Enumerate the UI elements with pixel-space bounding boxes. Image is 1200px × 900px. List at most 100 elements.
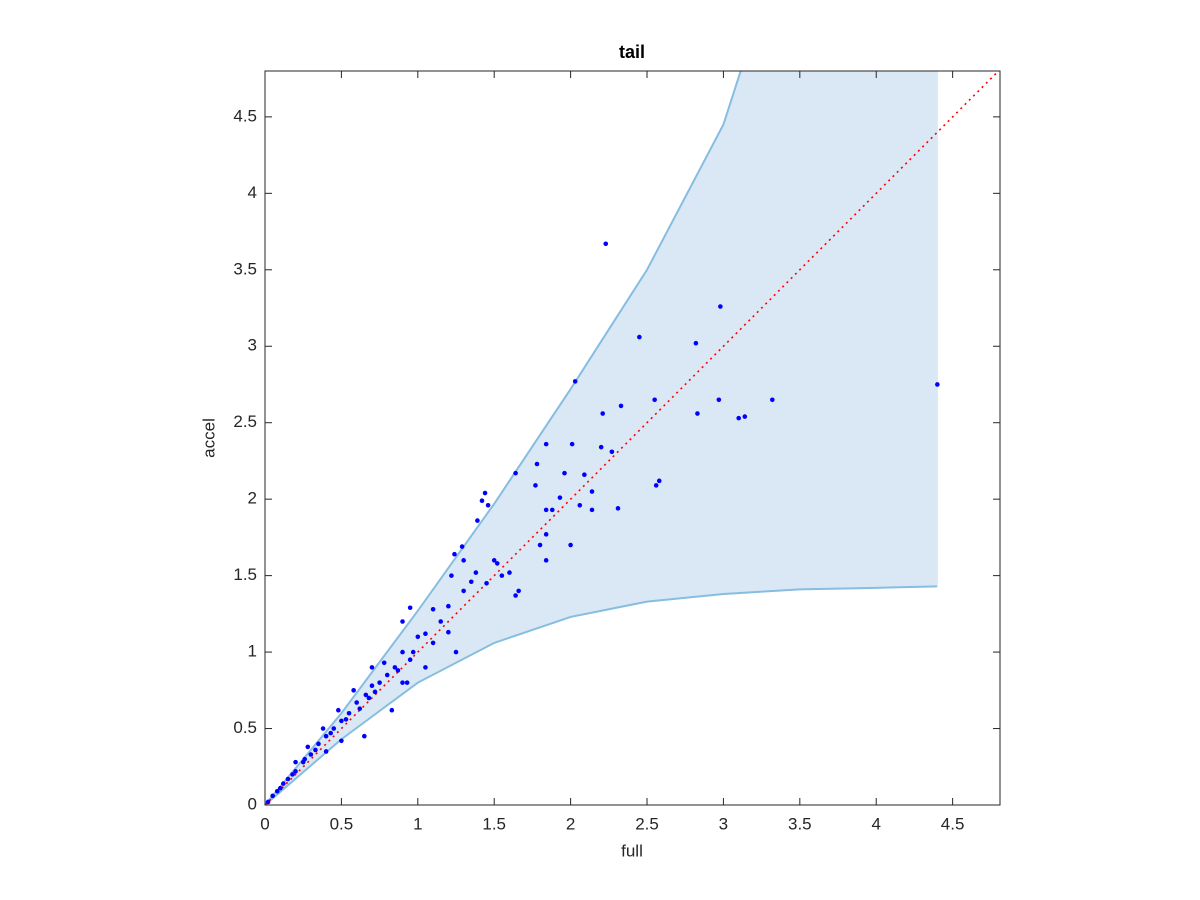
point — [543, 507, 549, 513]
point — [372, 689, 378, 695]
point — [652, 397, 657, 403]
band-fill — [265, 71, 938, 805]
point — [305, 744, 311, 750]
chart-title: tail — [619, 42, 645, 62]
point — [484, 580, 489, 586]
point — [384, 672, 390, 678]
point — [281, 781, 286, 786]
point — [491, 558, 497, 563]
y-tick-label: 3 — [248, 336, 257, 355]
y-tick-label: 4.5 — [233, 106, 257, 125]
point — [543, 532, 549, 537]
point — [400, 649, 405, 655]
point — [351, 688, 356, 693]
point — [549, 507, 555, 513]
y-tick-label: 2 — [248, 489, 257, 508]
x-tick-label: 4.5 — [941, 814, 965, 833]
y-tick-label: 2.5 — [233, 412, 257, 431]
point — [499, 573, 505, 578]
point — [618, 403, 624, 409]
point — [453, 649, 459, 655]
point — [516, 588, 521, 594]
point — [534, 461, 540, 467]
point — [693, 340, 699, 346]
point — [653, 483, 659, 488]
point — [343, 717, 349, 722]
point — [742, 414, 748, 419]
point — [346, 710, 352, 716]
point — [410, 649, 416, 655]
point — [339, 718, 344, 724]
point — [381, 660, 387, 666]
x-tick-label: 1.5 — [482, 814, 506, 833]
point — [313, 747, 318, 753]
point — [446, 629, 451, 635]
x-tick-label: 2 — [566, 814, 575, 833]
point — [362, 733, 367, 739]
point — [302, 756, 308, 762]
point — [637, 334, 642, 340]
point — [482, 490, 488, 496]
point — [369, 665, 375, 670]
point — [513, 593, 518, 598]
point — [407, 657, 413, 663]
point — [716, 397, 722, 403]
point — [770, 397, 775, 403]
point — [415, 634, 421, 640]
band-upper-edge — [265, 71, 742, 805]
x-tick-label: 0 — [260, 814, 269, 833]
point — [459, 544, 465, 549]
point — [446, 603, 451, 609]
point — [285, 776, 291, 782]
point — [404, 680, 410, 685]
point — [656, 478, 662, 484]
point — [609, 449, 615, 455]
point — [363, 692, 369, 698]
point — [308, 752, 314, 757]
axes: 0 0.5 1 1.5 2 2.5 3 3.5 4 4.5 0 0.5 1 1.5 2 2.5 3 3.5 4 4.5 — [233, 70, 1001, 833]
y-tick-label: 0 — [248, 794, 257, 813]
x-tick-label: 1 — [413, 814, 422, 833]
point — [400, 680, 405, 685]
point — [290, 772, 295, 777]
point — [369, 683, 375, 689]
point — [718, 304, 723, 309]
point — [572, 379, 578, 384]
point — [537, 542, 543, 548]
x-tick-label: 2.5 — [635, 814, 659, 833]
x-tick-label: 3.5 — [788, 814, 812, 833]
point — [377, 680, 382, 685]
point — [507, 570, 512, 575]
point — [430, 640, 436, 646]
point — [695, 411, 700, 416]
x-tick-label: 0.5 — [330, 814, 354, 833]
point — [316, 741, 321, 747]
axes-box — [264, 70, 1001, 806]
point — [328, 730, 334, 736]
point — [513, 470, 518, 476]
point — [557, 495, 563, 500]
point — [265, 799, 271, 805]
point — [407, 605, 413, 611]
point — [354, 700, 359, 705]
point — [277, 785, 283, 791]
point — [423, 665, 428, 670]
point — [323, 733, 329, 739]
point — [479, 498, 485, 503]
plot-area — [265, 71, 1000, 805]
point — [473, 570, 479, 575]
point — [577, 502, 583, 508]
point — [452, 551, 457, 557]
point — [293, 769, 298, 774]
point — [392, 665, 398, 670]
x-tick-label: 3 — [719, 814, 728, 833]
point — [543, 558, 549, 563]
point — [533, 483, 538, 488]
point — [320, 726, 326, 731]
point — [293, 759, 298, 765]
point — [494, 561, 500, 566]
point — [438, 619, 444, 624]
point — [589, 489, 595, 494]
x-tick-label: 4 — [871, 814, 880, 833]
